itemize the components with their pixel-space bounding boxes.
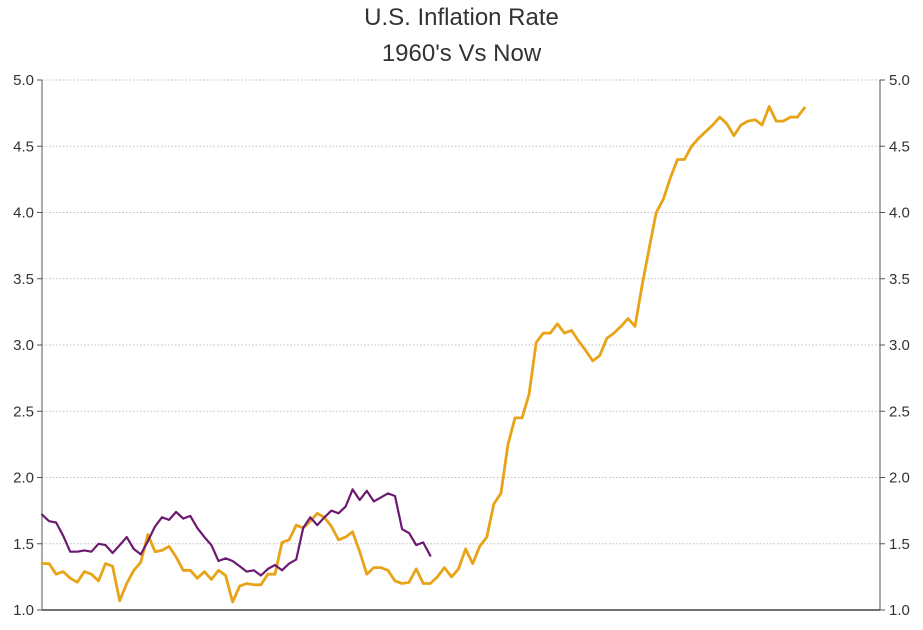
y-tick-label-left: 5.0: [13, 72, 34, 89]
right-y-axis-tick-labels: 1.0 1.5 2.0 2.5 3.0 3.5 4.0 4.5 5.0: [889, 72, 910, 619]
chart-title: U.S. Inflation Rate: [364, 4, 559, 31]
y-tick-label-left: 2.5: [13, 403, 34, 420]
series-line-purple: [40, 488, 432, 577]
series-lines: [40, 105, 806, 604]
y-tick-label-left: 3.5: [13, 271, 34, 288]
chart-subtitle: 1960's Vs Now: [381, 40, 542, 67]
y-tick-label-right: 2.5: [889, 403, 910, 420]
y-tick-label-right: 1.0: [889, 602, 910, 619]
y-tick-label-right: 1.5: [889, 536, 910, 553]
y-tick-label-right: 4.5: [889, 138, 910, 155]
y-tick-label-right: 3.0: [889, 337, 910, 354]
y-tick-label-left: 1.0: [13, 602, 34, 619]
y-tick-label-right: 3.5: [889, 271, 910, 288]
series-line-orange: [40, 105, 806, 604]
left-y-axis-tick-labels: 1.0 1.5 2.0 2.5 3.0 3.5 4.0 4.5 5.0: [13, 72, 34, 619]
y-tick-label-left: 1.5: [13, 536, 34, 553]
y-tick-label-right: 2.0: [889, 470, 910, 487]
y-tick-label-left: 2.0: [13, 470, 34, 487]
y-tick-label-right: 5.0: [889, 72, 910, 89]
y-tick-label-left: 4.5: [13, 138, 34, 155]
gridlines: [42, 79, 880, 545]
axes: [37, 79, 885, 611]
y-tick-label-right: 4.0: [889, 205, 910, 222]
y-tick-label-left: 3.0: [13, 337, 34, 354]
y-tick-label-left: 4.0: [13, 205, 34, 222]
